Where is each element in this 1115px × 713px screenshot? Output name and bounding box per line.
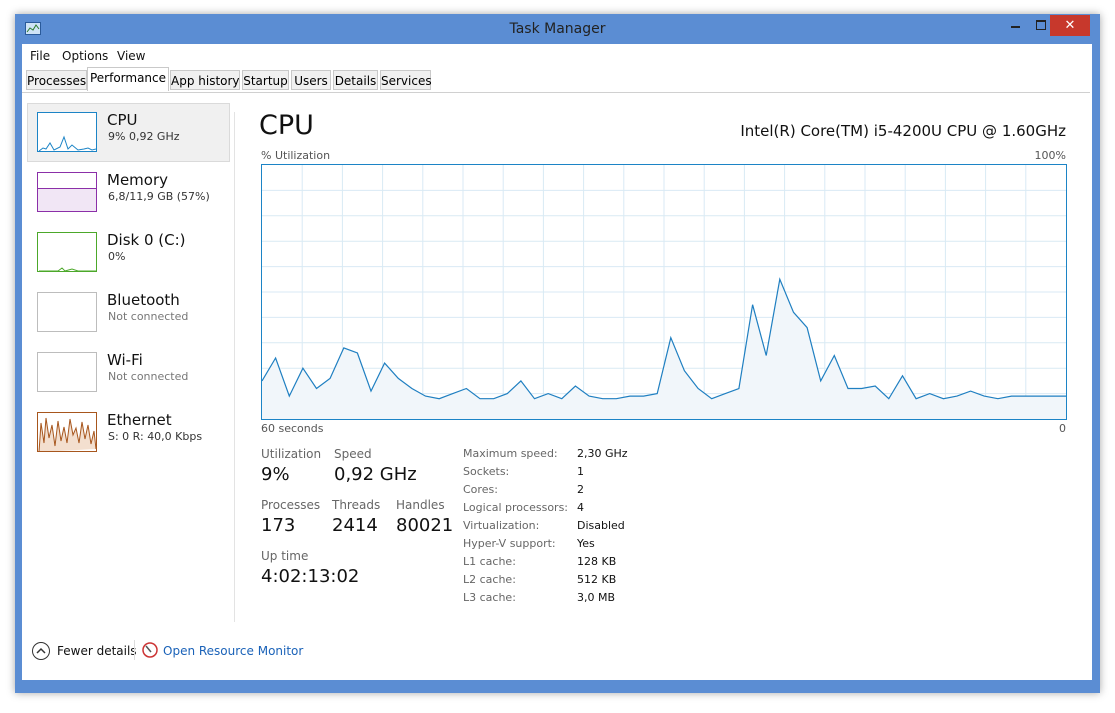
- detail-value: Yes: [577, 537, 595, 550]
- minimize-button[interactable]: [1002, 15, 1028, 36]
- sidebar-thumbnail[interactable]: [37, 112, 97, 152]
- sidebar-name[interactable]: Ethernet: [107, 411, 172, 429]
- detail-value: 128 KB: [577, 555, 617, 568]
- stat-value: 0,92 GHz: [334, 464, 417, 485]
- tab[interactable]: Processes: [26, 70, 87, 90]
- detail-value: 512 KB: [577, 573, 617, 586]
- maximize-button[interactable]: [1028, 15, 1054, 36]
- stat-value: 80021: [396, 515, 454, 536]
- sidebar-detail[interactable]: 0%: [108, 250, 126, 263]
- detail-label: Logical processors:: [463, 501, 569, 514]
- sidebar-thumbnail[interactable]: [37, 232, 97, 272]
- stat-value: 173: [261, 515, 296, 536]
- sidebar-divider: [234, 112, 235, 622]
- tab[interactable]: Services: [380, 70, 432, 90]
- detail-label: Hyper-V support:: [463, 537, 556, 550]
- stat-label: Utilization: [261, 447, 322, 461]
- sidebar-detail[interactable]: S: 0 R: 40,0 Kbps: [108, 430, 203, 443]
- detail-label: Virtualization:: [463, 519, 540, 532]
- close-button[interactable]: ✕: [1050, 15, 1090, 36]
- sidebar-thumbnail[interactable]: [37, 412, 97, 453]
- fewer-details[interactable]: Fewer details: [57, 644, 137, 658]
- graph-line: [261, 277, 1066, 400]
- graph-y-max: 100%: [1034, 149, 1066, 162]
- memory-line: [38, 188, 96, 189]
- menu-item[interactable]: View: [117, 49, 146, 63]
- graph-border: [261, 164, 1067, 420]
- tab[interactable]: Details: [333, 70, 378, 90]
- sidebar-detail[interactable]: 6,8/11,9 GB (57%): [108, 190, 210, 203]
- window-title: Task Manager: [509, 21, 606, 37]
- cpu-model: Intel(R) Core(TM) i5-4200U CPU @ 1.60GHz: [740, 122, 1066, 140]
- detail-label: Cores:: [463, 483, 498, 496]
- detail-label: L2 cache:: [463, 573, 516, 586]
- sidebar-name[interactable]: Memory: [107, 171, 169, 189]
- tab-border: [22, 92, 1090, 93]
- detail-label: L3 cache:: [463, 591, 516, 604]
- tab[interactable]: Users: [291, 70, 331, 90]
- sidebar-name[interactable]: Bluetooth: [107, 291, 180, 309]
- stat-value: 2414: [332, 515, 378, 536]
- detail-value: 3,0 MB: [577, 591, 616, 604]
- tab[interactable]: Performance: [87, 67, 169, 91]
- graph-x-end: 0: [1059, 422, 1066, 435]
- tab[interactable]: App history: [170, 70, 240, 90]
- detail-value: 2,30 GHz: [577, 447, 628, 460]
- menu-item[interactable]: Options: [62, 49, 109, 63]
- sidebar-thumbnail[interactable]: [37, 172, 97, 212]
- thumbnail-line: [39, 267, 96, 272]
- detail-value: Disabled: [577, 519, 625, 532]
- stat-label: Up time: [261, 549, 309, 563]
- detail-label: L1 cache:: [463, 555, 516, 568]
- app-icon: [25, 22, 41, 35]
- sidebar-thumbnail[interactable]: [37, 352, 97, 392]
- cpu-graph: [261, 164, 1067, 420]
- sidebar-name[interactable]: Wi-Fi: [107, 351, 143, 369]
- sidebar-detail[interactable]: Not connected: [108, 370, 189, 383]
- graph-y-label: % Utilization: [261, 149, 331, 162]
- stat-value: 4:02:13:02: [261, 566, 360, 587]
- sidebar-detail[interactable]: Not connected: [108, 310, 189, 323]
- thumbnail-line: [38, 135, 97, 152]
- detail-label: Sockets:: [463, 465, 510, 478]
- stat-label: Handles: [396, 498, 445, 512]
- thumbnail-line: [38, 417, 97, 453]
- fewer-details-icon[interactable]: [31, 641, 51, 661]
- detail-value: 4: [577, 501, 584, 514]
- detail-value: 2: [577, 483, 584, 496]
- sidebar-name[interactable]: Disk 0 (C:): [107, 231, 186, 249]
- resource-monitor-icon[interactable]: [142, 642, 158, 658]
- stat-label: Processes: [261, 498, 321, 512]
- stat-label: Speed: [334, 447, 372, 461]
- sidebar-detail[interactable]: 9% 0,92 GHz: [108, 130, 180, 143]
- stat-value: 9%: [261, 464, 290, 485]
- tab[interactable]: Startup: [242, 70, 289, 90]
- cpu-title: CPU: [259, 110, 314, 141]
- stat-label: Threads: [332, 498, 381, 512]
- sidebar-name[interactable]: CPU: [107, 111, 138, 129]
- resource-monitor-link[interactable]: Open Resource Monitor: [163, 644, 304, 658]
- detail-label: Maximum speed:: [463, 447, 558, 460]
- graph-area: [262, 279, 1066, 419]
- sidebar-thumbnail[interactable]: [37, 292, 97, 332]
- detail-value: 1: [577, 465, 584, 478]
- graph-x-start: 60 seconds: [261, 422, 324, 435]
- menu-item[interactable]: File: [30, 49, 51, 63]
- footer-divider: [134, 640, 135, 660]
